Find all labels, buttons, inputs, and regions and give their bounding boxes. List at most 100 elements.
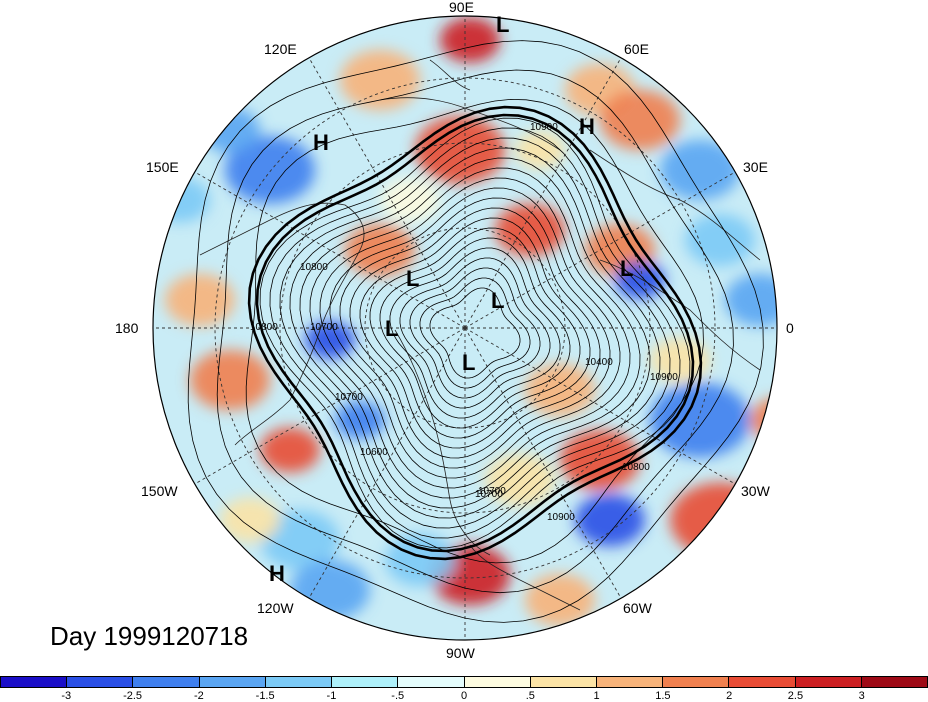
jet-contour: [255, 113, 695, 553]
longitude-label: 150W: [141, 483, 178, 499]
colorbar-tick-label: 0: [460, 690, 468, 702]
contour-labels: 10900 10900 10800 10700 10800 10700 10600 10400…: [250, 122, 678, 523]
low-pressure-marker: L: [496, 12, 510, 37]
height-contour: [319, 177, 631, 489]
jet-stream-contours: [247, 105, 703, 561]
colorbar-swatch: [861, 677, 928, 687]
colorbar-swatch: [199, 677, 266, 687]
meridian-line: [308, 327, 466, 599]
anomaly-blob: [220, 497, 280, 543]
colorbar-tick-label: -1.5: [255, 690, 275, 702]
anomaly-blob: [525, 363, 595, 417]
colorbar-swatch: [596, 677, 664, 687]
anomaly-blob: [200, 107, 260, 153]
height-contour: [419, 277, 531, 389]
anomaly-blob: [440, 17, 500, 63]
low-pressure-marker: L: [620, 256, 634, 281]
colorbar-tick-label: 1.5: [655, 690, 671, 702]
contour-label: 10700: [475, 489, 503, 500]
longitude-label: 30E: [743, 159, 768, 175]
low-pressure-marker: L: [462, 350, 476, 375]
colorbar-swatch: [795, 677, 862, 687]
anomaly-blob: [415, 116, 505, 184]
anomaly-blob: [560, 430, 640, 490]
meridian-line: [464, 327, 736, 485]
meridian-line: [194, 171, 466, 329]
colorbar-tick-label: -2.5: [123, 690, 143, 702]
longitude-label: 150E: [146, 159, 179, 175]
longitude-label: 120W: [257, 600, 294, 616]
height-contour: [279, 137, 671, 529]
height-contour: [409, 267, 541, 399]
meridian-line: [464, 171, 736, 329]
jet-contour: [247, 105, 703, 561]
temperature-anomaly-field: [153, 17, 777, 627]
high-pressure-marker: H: [579, 114, 595, 139]
low-pressure-marker: L: [491, 288, 505, 313]
height-contour: [269, 127, 681, 539]
height-contour: [389, 247, 561, 419]
anomaly-blob: [615, 261, 665, 299]
high-pressure-marker: H: [313, 130, 329, 155]
contour-label: 10700: [478, 486, 506, 497]
anomaly-blob: [345, 223, 415, 277]
anomaly-blob: [165, 273, 235, 327]
meridian-line: [194, 327, 466, 485]
colorbar-swatch: [332, 677, 399, 687]
colorbar-swatch: [265, 677, 333, 687]
contour-label: 10900: [650, 372, 678, 383]
colorbar-tick-label: .5: [525, 690, 535, 702]
anomaly-blob: [305, 321, 355, 359]
longitude-label: 60E: [624, 41, 649, 57]
colorbar-tick-label: 1: [593, 690, 600, 702]
anomaly-blob: [575, 493, 645, 547]
map-boundary: [152, 15, 778, 641]
longitude-label: 90E: [449, 0, 474, 15]
height-contour: [329, 187, 621, 479]
colorbar-swatch: [0, 677, 68, 687]
colorbar-swatch: [729, 677, 796, 687]
anomaly-blob: [495, 203, 565, 257]
colorbar-swatch: [133, 677, 200, 687]
longitude-label: 90W: [446, 645, 475, 661]
height-contour: [429, 287, 521, 379]
meridian-line: [464, 327, 622, 599]
anomaly-blob: [225, 136, 315, 204]
colorbar-tick-label: -1: [326, 690, 337, 702]
longitude-label: 180: [115, 320, 139, 336]
height-contours: [187, 40, 764, 623]
longitude-label: 0: [786, 320, 794, 336]
colorbar-swatch: [398, 677, 465, 687]
contour-label: 10900: [547, 512, 575, 523]
contour-label: 10400: [585, 357, 613, 368]
anomaly-blob: [725, 273, 777, 327]
colorbar: [0, 676, 928, 688]
anomaly-blob: [190, 350, 270, 410]
contour-label: 10600: [360, 447, 388, 458]
meridian-line: [464, 57, 622, 329]
colorbar-tick-label: -2: [193, 690, 204, 702]
colorbar-tick-label: 2: [726, 690, 733, 702]
anomaly-blob: [515, 131, 565, 169]
anomaly-blob: [260, 427, 320, 473]
longitude-label: 60W: [623, 600, 652, 616]
contour-label: 10800: [250, 322, 278, 333]
anomaly-blob: [385, 533, 455, 587]
height-contour: [289, 147, 661, 519]
low-pressure-marker: L: [406, 266, 420, 291]
anomaly-blob: [650, 382, 750, 458]
longitude-label: 30W: [741, 483, 770, 499]
height-contour: [339, 197, 611, 469]
colorbar-tick-label: -.5: [391, 690, 405, 702]
height-contour: [379, 237, 571, 429]
meridian-line: [308, 57, 466, 329]
height-contour: [359, 217, 591, 449]
height-contour: [399, 257, 551, 409]
anomaly-blob: [340, 50, 420, 110]
anomaly-blob: [750, 397, 777, 443]
colorbar-swatch: [67, 677, 134, 687]
height-contour: [309, 167, 641, 499]
height-contour: [299, 157, 651, 509]
anomaly-blob: [600, 90, 680, 150]
